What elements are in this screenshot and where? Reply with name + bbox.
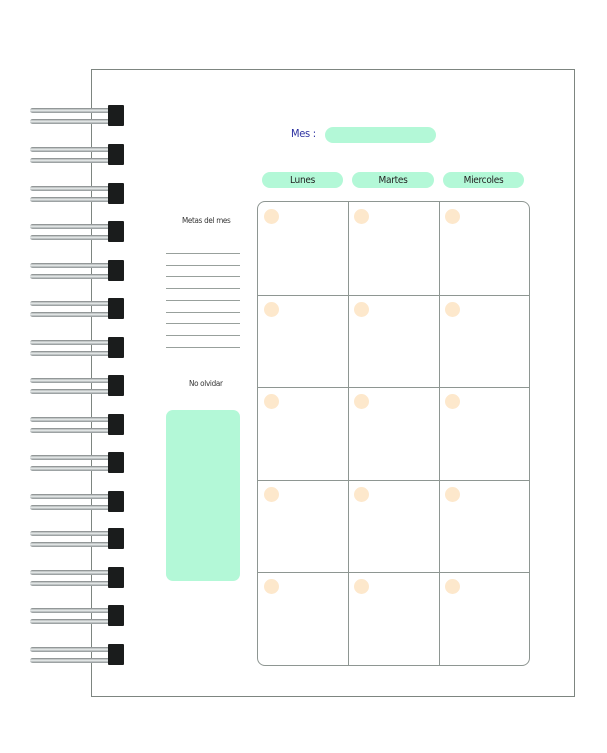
spiral-ring [30, 644, 125, 668]
day-number-dot [444, 301, 460, 317]
spiral-ring [30, 183, 125, 207]
grid-column-divider [348, 202, 350, 665]
day-cell[interactable] [258, 480, 348, 573]
goal-line [166, 299, 240, 301]
day-cell[interactable] [348, 387, 438, 480]
spiral-ring [30, 298, 125, 322]
day-cell[interactable] [439, 480, 529, 573]
grid-row-divider [258, 572, 529, 574]
grid-row-divider [258, 294, 529, 296]
day-number-dot [444, 209, 460, 224]
spiral-ring [30, 105, 125, 129]
day-header-lunes: Lunes [262, 172, 343, 188]
day-cell[interactable] [348, 295, 438, 388]
day-number-dot [264, 209, 279, 224]
goal-line [166, 253, 240, 254]
goal-line [166, 311, 240, 313]
day-number-dot [444, 394, 460, 410]
day-number-dot [354, 579, 370, 595]
grid-row-divider [258, 479, 529, 481]
reminder-title: No olvidar [189, 379, 223, 388]
goal-line [166, 323, 240, 325]
day-number-dot [354, 301, 370, 317]
reminder-box[interactable] [166, 410, 240, 581]
day-number-dot [264, 579, 279, 595]
day-number-dot [444, 579, 460, 595]
day-cell[interactable] [258, 295, 348, 388]
month-label: Mes : [291, 127, 316, 140]
goal-line [166, 334, 240, 336]
day-cell[interactable] [348, 202, 438, 295]
spiral-ring [30, 605, 125, 629]
grid-column-divider [438, 202, 440, 665]
day-cell[interactable] [258, 202, 348, 295]
day-number-dot [264, 486, 279, 502]
day-number-dot [354, 486, 370, 502]
goal-line [166, 276, 240, 278]
day-cell[interactable] [439, 202, 529, 295]
day-cell[interactable] [439, 387, 529, 480]
spiral-ring [30, 491, 125, 515]
day-number-dot [354, 209, 370, 224]
day-cell[interactable] [439, 295, 529, 388]
spiral-ring [30, 567, 125, 591]
spiral-ring [30, 337, 125, 361]
day-cell[interactable] [439, 572, 529, 665]
day-cell[interactable] [258, 387, 348, 480]
spiral-ring [30, 221, 125, 245]
goal-line [166, 346, 240, 348]
calendar-grid [257, 201, 530, 666]
day-number-dot [444, 486, 460, 502]
goals-title: Metas del mes [182, 216, 231, 225]
day-cell[interactable] [258, 572, 348, 665]
spiral-ring [30, 414, 125, 438]
day-cell[interactable] [348, 572, 438, 665]
day-number-dot [264, 394, 279, 410]
grid-row-divider [258, 387, 529, 389]
day-cell[interactable] [348, 480, 438, 573]
spiral-ring [30, 260, 125, 284]
spiral-ring [30, 528, 125, 552]
spiral-ring [30, 144, 125, 168]
day-number-dot [354, 394, 370, 410]
month-field[interactable] [325, 127, 436, 143]
goal-line [166, 264, 240, 266]
day-number-dot [264, 301, 279, 317]
spiral-ring [30, 375, 125, 399]
spiral-ring [30, 452, 125, 476]
day-header-miercoles: Miercoles [443, 172, 524, 188]
goal-line [166, 288, 240, 290]
day-header-martes: Martes [352, 172, 434, 188]
